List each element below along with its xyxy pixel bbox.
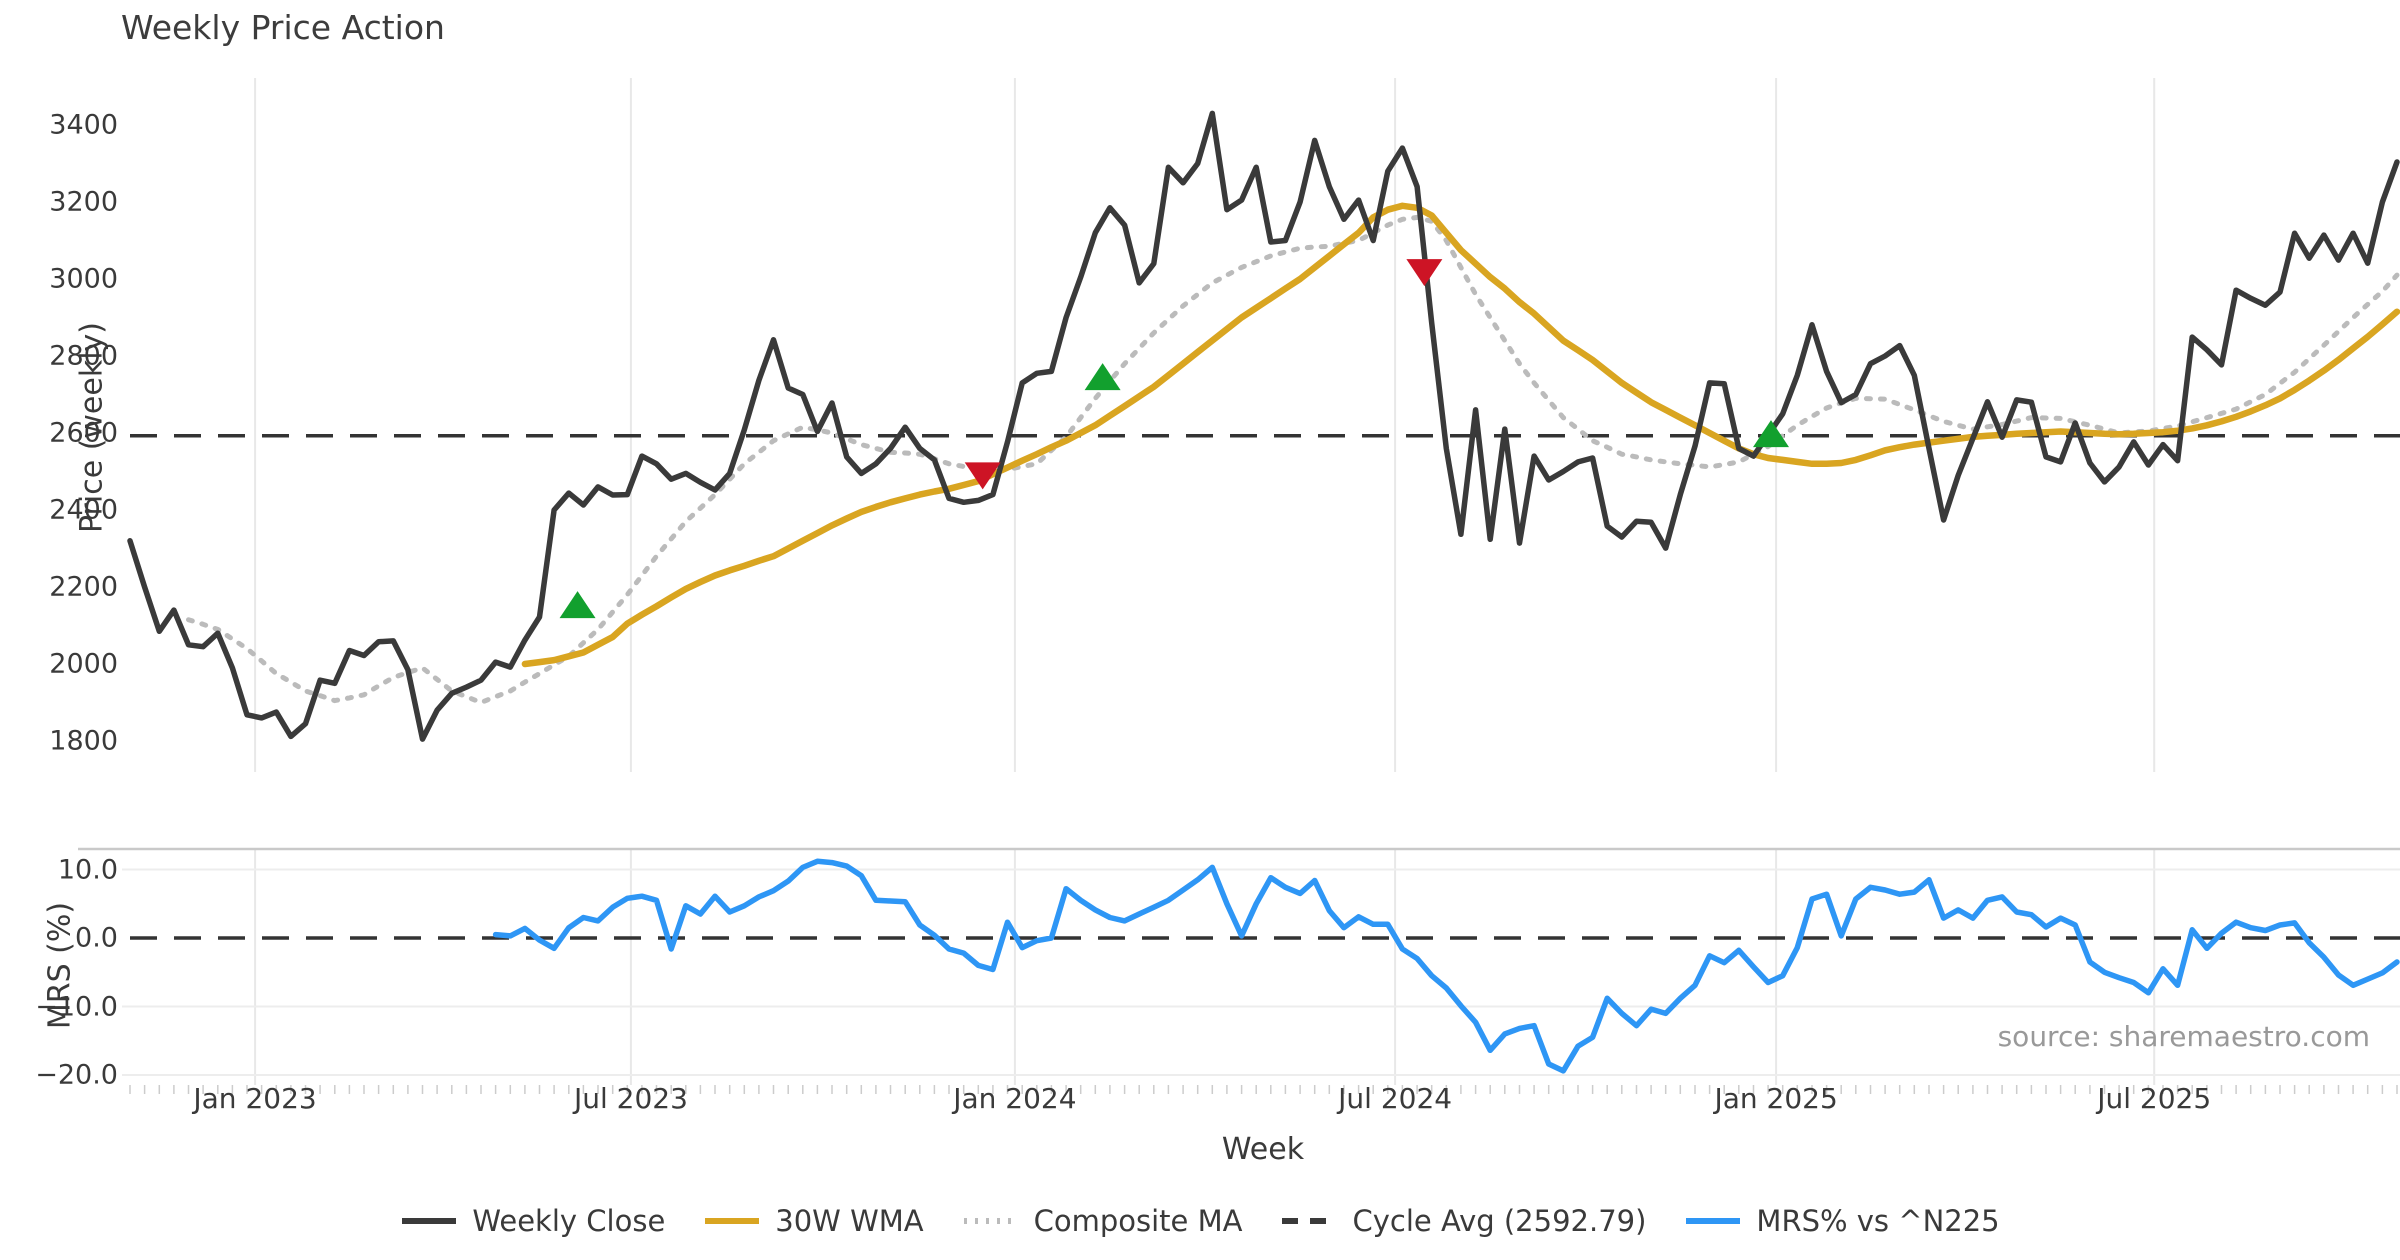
legend-swatch-dotted — [963, 1218, 1018, 1224]
legend-item: Composite MA — [962, 1204, 1243, 1238]
price-ytick: 2600 — [49, 417, 118, 449]
price-ytick: 2800 — [49, 340, 118, 372]
mrs-ytick: 10.0 — [57, 854, 118, 885]
buy-signal-marker — [1084, 363, 1121, 391]
legend-item: Cycle Avg (2592.79) — [1280, 1204, 1646, 1238]
price-ytick: 3200 — [49, 186, 118, 218]
price-ytick: 3000 — [49, 263, 118, 295]
price-ytick: 2200 — [49, 571, 118, 603]
x-tick-label: Jul 2023 — [573, 1082, 688, 1115]
x-axis-label: Week — [1221, 1132, 1305, 1167]
x-tick-label: Jan 2024 — [953, 1082, 1077, 1115]
mrs-ytick: 0.0 — [75, 922, 118, 954]
weekly-close-line — [127, 110, 2400, 742]
legend: Weekly Close 30W WMA Composite MA Cycle Avg… — [0, 1204, 2400, 1238]
legend-swatch-solid — [705, 1218, 760, 1224]
sell-signal-marker — [1406, 259, 1443, 287]
x-tick-label: Jan 2025 — [1714, 1082, 1838, 1115]
wma-line — [521, 202, 2400, 668]
buy-signal-marker — [559, 591, 596, 619]
composite-ma-line — [186, 214, 2400, 705]
legend-item: Weekly Close — [400, 1204, 665, 1238]
buy-signal-marker — [1753, 420, 1790, 448]
legend-label: Weekly Close — [472, 1204, 666, 1238]
price-ytick: 1800 — [49, 725, 118, 757]
source-note: source: sharemaestro.com — [1997, 1020, 2370, 1053]
legend-item: MRS% vs ^N225 — [1684, 1204, 2000, 1238]
price-ytick: 3400 — [49, 109, 118, 141]
legend-label: Cycle Avg (2592.79) — [1352, 1204, 1647, 1238]
legend-item: 30W WMA — [703, 1204, 924, 1238]
legend-swatch-dashed — [1282, 1218, 1337, 1224]
x-tick-label: Jan 2023 — [193, 1082, 317, 1115]
legend-label: Composite MA — [1033, 1204, 1243, 1238]
legend-label: 30W WMA — [775, 1204, 924, 1238]
mrs-ytick: −20.0 — [35, 1059, 118, 1091]
mrs-line — [492, 858, 2400, 1074]
sell-signal-marker — [964, 462, 1001, 490]
price-ytick: 2400 — [49, 494, 118, 526]
x-tick-label: Jul 2025 — [2097, 1082, 2212, 1115]
mrs-ytick: −10.0 — [35, 991, 118, 1022]
price-ytick: 2000 — [49, 648, 118, 680]
x-tick-label: Jul 2024 — [1338, 1082, 1453, 1115]
legend-swatch-solid — [402, 1218, 457, 1224]
page-title: Weekly Price Action — [121, 8, 445, 47]
legend-swatch-solid — [1686, 1218, 1741, 1224]
legend-label: MRS% vs ^N225 — [1756, 1204, 2000, 1238]
